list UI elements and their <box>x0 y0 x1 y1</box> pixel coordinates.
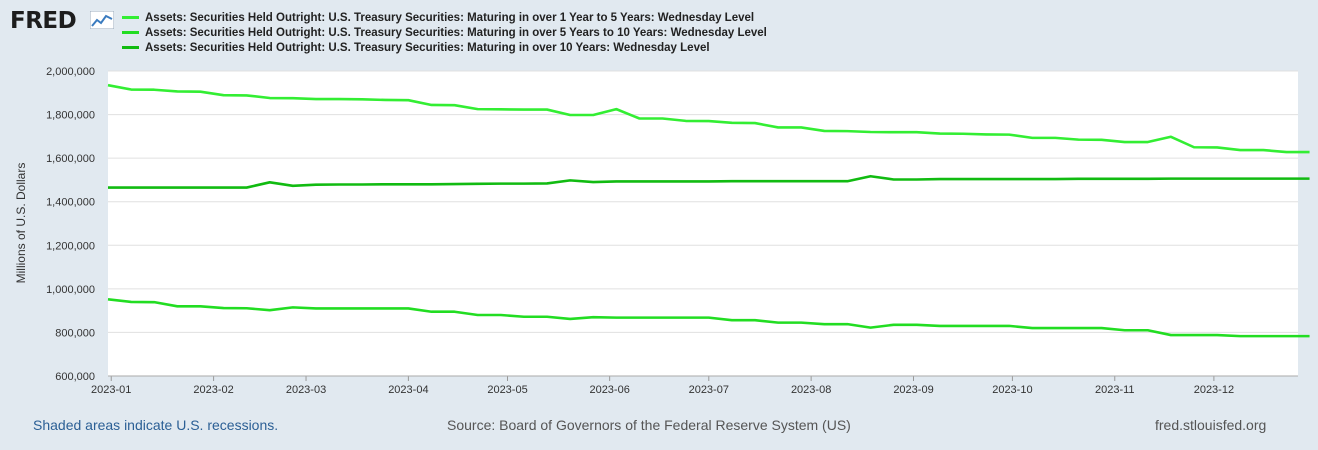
y-tick-label: 1,200,000 <box>46 240 95 252</box>
line-chart: 2,000,000 1,800,000 1,600,000 1,400,000 1,20… <box>46 66 1310 396</box>
legend-item[interactable]: Assets: Securities Held Outright: U.S. T… <box>122 40 767 55</box>
legend-label: Assets: Securities Held Outright: U.S. T… <box>145 26 767 39</box>
x-tick-label: 2023-12 <box>1194 384 1234 396</box>
x-tick-label: 2023-11 <box>1095 384 1135 396</box>
x-tick-label: 2023-07 <box>689 384 729 396</box>
legend-label: Assets: Securities Held Outright: U.S. T… <box>145 41 710 54</box>
y-tick-label: 800,000 <box>55 327 95 339</box>
legend-item[interactable]: Assets: Securities Held Outright: U.S. T… <box>122 10 767 25</box>
recession-note-link[interactable]: Shaded areas indicate U.S. recessions. <box>33 417 279 433</box>
source-text: Source: Board of Governors of the Federa… <box>447 417 851 433</box>
legend-swatch <box>122 16 139 19</box>
y-tick-label: 600,000 <box>55 371 95 383</box>
x-tick-label: 2023-08 <box>791 384 831 396</box>
y-tick-label: 1,600,000 <box>46 153 95 165</box>
legend-label: Assets: Securities Held Outright: U.S. T… <box>145 11 755 24</box>
legend-item[interactable]: Assets: Securities Held Outright: U.S. T… <box>122 25 767 40</box>
x-tick-label: 2023-01 <box>91 384 131 396</box>
site-link[interactable]: fred.stlouisfed.org <box>1155 417 1267 433</box>
x-tick-label: 2023-10 <box>992 384 1032 396</box>
y-tick-label: 1,400,000 <box>46 197 95 209</box>
x-tick-label: 2023-03 <box>286 384 326 396</box>
x-tick-label: 2023-02 <box>193 384 233 396</box>
legend-swatch <box>122 31 139 34</box>
x-tick-label: 2023-04 <box>388 384 428 396</box>
y-tick-label: 1,000,000 <box>46 284 95 296</box>
y-tick-label: 1,800,000 <box>46 110 95 122</box>
series-line-1 <box>107 83 1310 154</box>
series-line-2 <box>107 298 1310 338</box>
x-tick-label: 2023-09 <box>893 384 933 396</box>
fred-logo[interactable]: FRED <box>10 8 77 34</box>
legend-swatch <box>122 46 139 49</box>
chart-line-icon <box>90 11 114 29</box>
y-tick-label: 2,000,000 <box>46 66 95 78</box>
x-tick-label: 2023-06 <box>589 384 629 396</box>
chart-legend: Assets: Securities Held Outright: U.S. T… <box>122 10 767 55</box>
series-line-3 <box>108 174 1310 189</box>
x-tick-label: 2023-05 <box>487 384 527 396</box>
